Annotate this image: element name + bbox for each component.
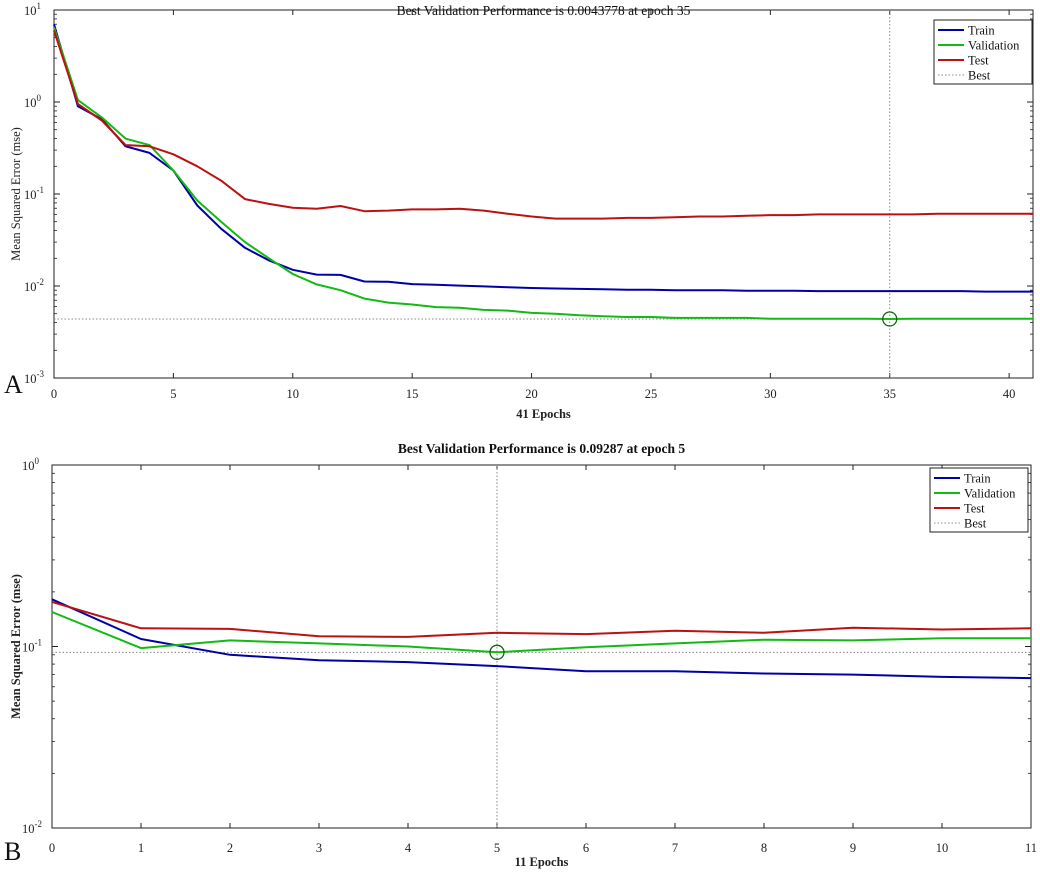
series-line-train <box>51 598 1032 680</box>
best-marker <box>489 644 505 660</box>
panel-letter: B <box>4 837 21 866</box>
chart-panel-b: 0 1 2 3 4 5 6 7 8 9 10 11 10-2 10-1 100 Best Validation… <box>4 441 1037 869</box>
legend-label-validation: Validation <box>964 487 1016 501</box>
y-tick-label: 10-2 <box>22 819 42 836</box>
x-tick-label: 2 <box>227 841 233 855</box>
x-tick-label: 4 <box>405 841 412 855</box>
x-axis-label: 41 Epochs <box>516 407 571 421</box>
series-line-test <box>53 30 1033 220</box>
x-tick-label: 40 <box>1003 387 1016 401</box>
legend-label-validation: Validation <box>968 39 1020 53</box>
x-tick-label: 1 <box>138 841 144 855</box>
y-tick-label: 101 <box>24 1 41 18</box>
series-line-train <box>53 24 1033 293</box>
legend-label-train: Train <box>964 472 991 486</box>
x-tick-label: 10 <box>936 841 949 855</box>
x-tick-label: 15 <box>406 387 419 401</box>
axes-box <box>53 9 1034 379</box>
x-tick-label: 8 <box>761 841 767 855</box>
chart-panel-a: 0 5 10 15 20 25 30 35 40 10-3 10-2 10-1 100 101 Best V… <box>4 1 1034 421</box>
x-tick-label: 5 <box>494 841 500 855</box>
x-axis-label: 11 Epochs <box>515 855 569 869</box>
x-tick-label: 11 <box>1025 841 1037 855</box>
legend-label-best: Best <box>964 517 987 531</box>
x-tick-label: 10 <box>287 387 300 401</box>
x-tick-label: 20 <box>525 387 538 401</box>
chart-title: Best Validation Performance is 0.09287 a… <box>398 441 685 456</box>
legend-label-test: Test <box>968 54 989 68</box>
series-line-validation <box>51 611 1031 654</box>
y-tick-label: 10-1 <box>22 638 42 655</box>
best-marker <box>882 311 898 327</box>
x-tick-label: 35 <box>883 387 896 401</box>
y-axis-label: Mean Squared Error (mse) <box>9 574 23 719</box>
x-tick-label: 0 <box>51 387 57 401</box>
x-tick-label: 30 <box>764 387 777 401</box>
axes-box <box>51 464 1032 829</box>
x-tick-label: 9 <box>850 841 856 855</box>
series-line-validation <box>53 26 1033 320</box>
y-tick-label: 10-1 <box>24 185 44 202</box>
x-tick-label: 0 <box>49 841 55 855</box>
y-tick-label: 10-3 <box>24 369 44 386</box>
panel-letter: A <box>4 370 23 399</box>
x-tick-label: 5 <box>170 387 176 401</box>
y-tick-label: 100 <box>24 93 42 110</box>
legend-label-test: Test <box>964 502 985 516</box>
y-tick-label: 100 <box>22 456 40 473</box>
legend-label-train: Train <box>968 24 995 38</box>
x-tick-label: 7 <box>672 841 678 855</box>
x-tick-label: 3 <box>316 841 322 855</box>
x-tick-label: 6 <box>583 841 589 855</box>
legend-label-best: Best <box>968 69 991 83</box>
y-tick-label: 10-2 <box>24 277 44 294</box>
x-tick-label: 25 <box>645 387 658 401</box>
series-line-test <box>51 600 1032 638</box>
chart-title: Best Validation Performance is 0.0043778… <box>397 3 691 18</box>
y-axis-label: Mean Squared Error (mse) <box>9 127 23 261</box>
